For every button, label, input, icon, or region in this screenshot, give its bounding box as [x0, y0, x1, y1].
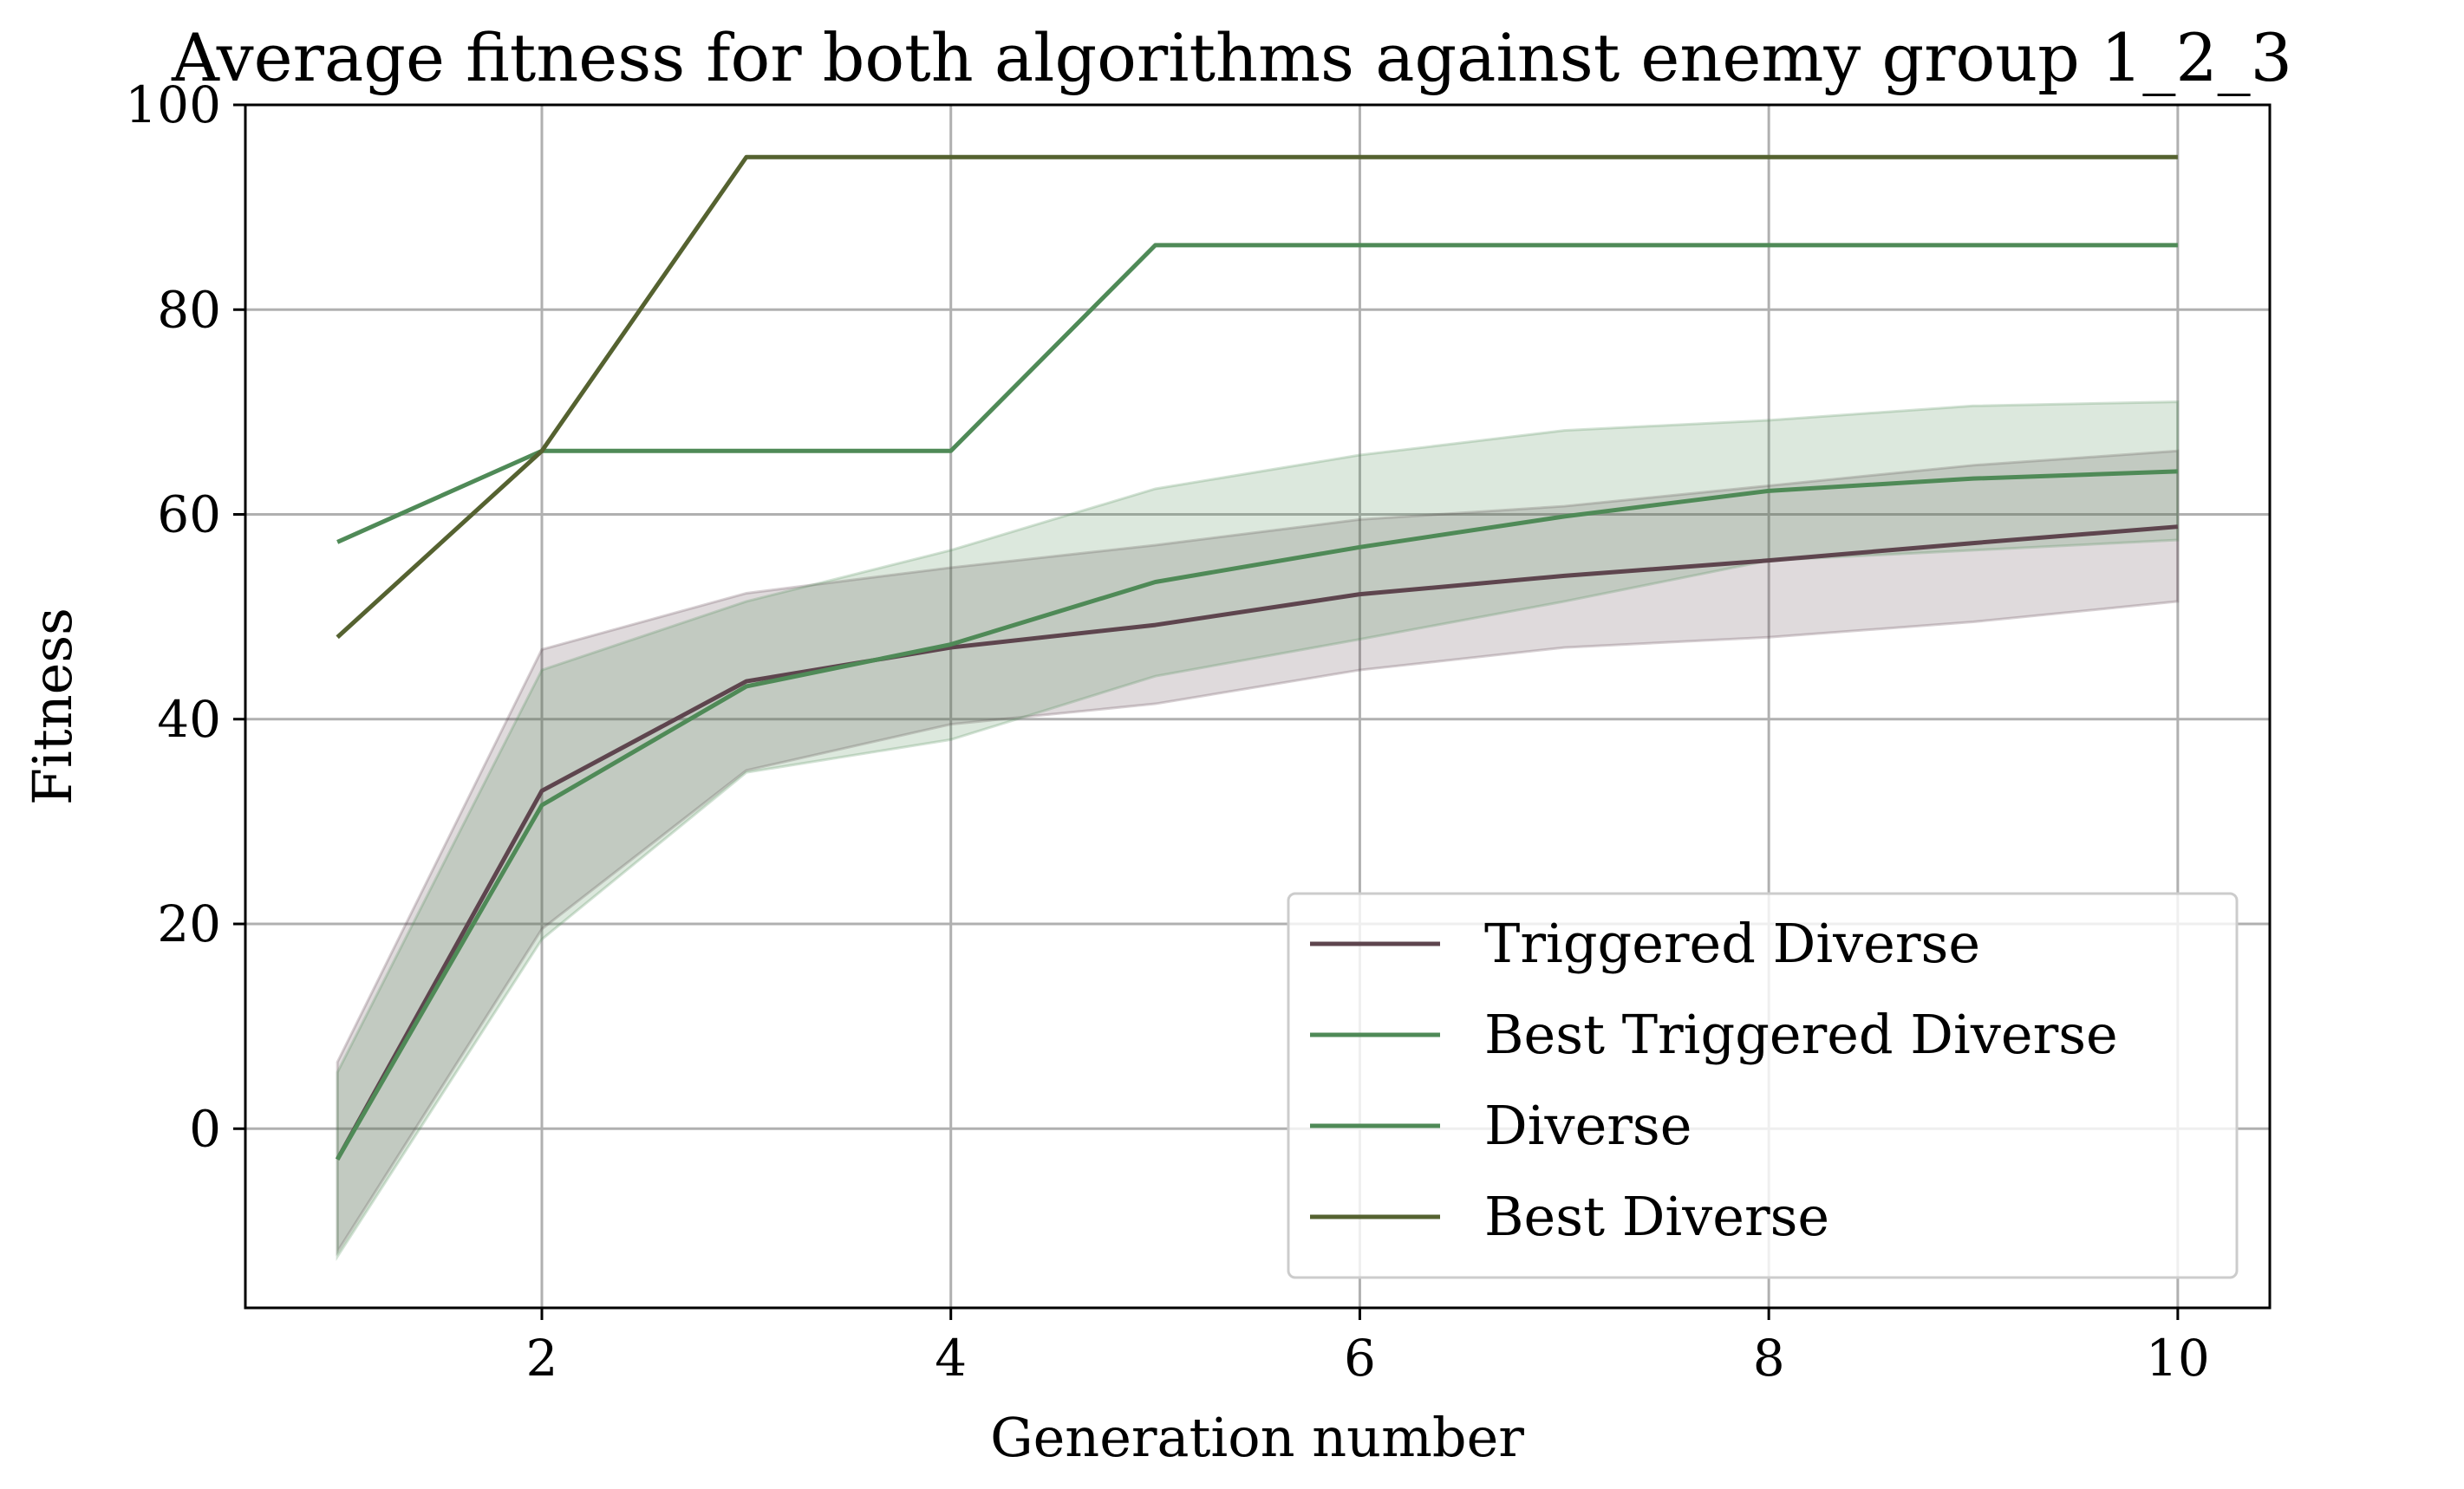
y-tick-label: 60 — [157, 485, 221, 544]
x-tick-label: 4 — [935, 1329, 967, 1388]
legend-box — [1287, 892, 2239, 1279]
series-lines — [335, 154, 2179, 1161]
x-axis-label: Generation number — [990, 1406, 1524, 1469]
y-tick-label: 40 — [157, 690, 221, 749]
y-tick-label: 100 — [125, 75, 221, 134]
y-axis-label: Fitness — [21, 608, 84, 805]
y-tick-label: 20 — [157, 894, 221, 953]
confidence-band — [336, 400, 2180, 1262]
series-line — [335, 524, 2179, 1161]
legend-label: Diverse — [1484, 1094, 1692, 1157]
legend-label: Triggered Diverse — [1484, 912, 1980, 975]
x-tick-label: 2 — [526, 1329, 558, 1388]
series-line — [336, 243, 2178, 544]
y-tick-label: 80 — [157, 280, 221, 339]
legend: Triggered Diverse Best Triggered Diverse D… — [1287, 892, 2239, 1279]
confidence-bands — [336, 400, 2180, 1262]
chart-title: Average fitness for both algorithms agai… — [171, 19, 2292, 96]
x-tick-label: 8 — [1753, 1329, 1785, 1388]
legend-label: Best Diverse — [1484, 1185, 1829, 1248]
y-tick-label: 0 — [189, 1099, 221, 1158]
confidence-band — [336, 449, 2180, 1257]
x-tick-label: 10 — [2146, 1329, 2210, 1388]
series-line — [336, 154, 2178, 640]
legend-label: Best Triggered Diverse — [1484, 1003, 2118, 1066]
x-tick-label: 6 — [1344, 1329, 1376, 1388]
series-line — [335, 469, 2178, 1161]
plot-area-frame — [244, 103, 2272, 1310]
